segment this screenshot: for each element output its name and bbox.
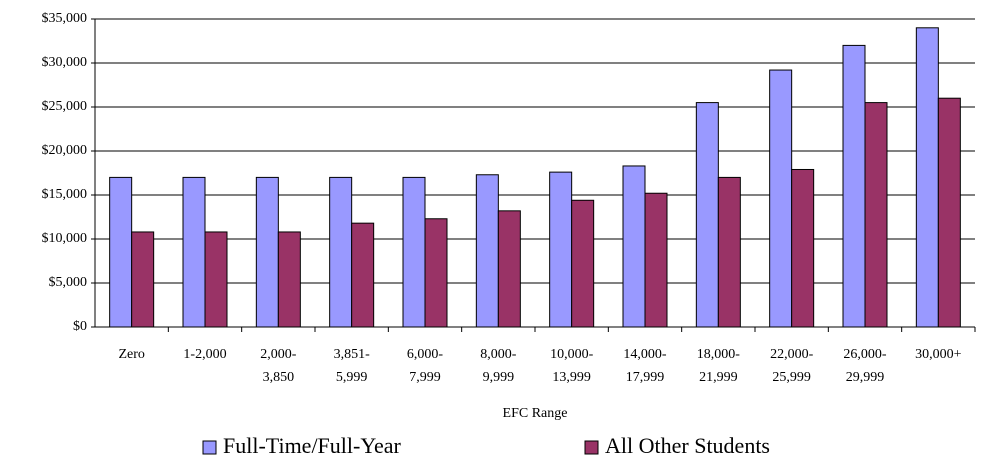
bar: [864, 102, 888, 328]
y-tick-label: $5,000: [49, 275, 88, 290]
y-tick-label: $0: [73, 319, 87, 334]
bar: [549, 171, 573, 328]
bar: [571, 199, 595, 328]
bar: [497, 210, 521, 328]
bar: [622, 165, 646, 328]
bar: [182, 176, 206, 328]
x-axis-title: EFC Range: [503, 406, 568, 421]
bar: [329, 176, 353, 328]
bar: [915, 27, 939, 328]
bar: [204, 231, 228, 328]
bar: [791, 168, 815, 328]
bar: [842, 44, 866, 328]
bar: [131, 231, 155, 328]
bar: [644, 192, 668, 328]
x-tick-label: 18,000-21,999: [697, 347, 741, 385]
x-tick-label: Zero: [118, 347, 144, 362]
legend-label: All Other Students: [605, 433, 770, 458]
bar: [255, 176, 279, 328]
bar: [475, 174, 499, 328]
bar: [424, 218, 448, 328]
x-tick-label: 8,000-9,999: [480, 347, 517, 385]
bar: [695, 102, 719, 328]
bar: [937, 97, 961, 328]
legend-swatch: [584, 440, 599, 455]
bar: [351, 222, 375, 328]
bar: [402, 176, 426, 328]
x-tick-label: 2,000-3,850: [260, 347, 297, 385]
x-tick-label: 26,000-29,999: [843, 347, 887, 385]
bar: [769, 69, 793, 328]
bar: [109, 176, 133, 328]
x-tick-label: 1-2,000: [183, 347, 226, 362]
y-tick-label: $25,000: [42, 99, 88, 114]
x-tick-label: 3,851-5,999: [334, 347, 371, 385]
x-tick-label: 14,000-17,999: [623, 347, 667, 385]
x-tick-label: 6,000-7,999: [407, 347, 444, 385]
bar: [717, 176, 741, 328]
x-tick-label: 30,000+: [915, 347, 962, 362]
legend-swatch: [202, 440, 217, 455]
y-tick-label: $10,000: [42, 231, 88, 246]
y-tick-label: $35,000: [42, 11, 88, 26]
legend-label: Full-Time/Full-Year: [223, 433, 402, 458]
x-tick-label: 22,000-25,999: [770, 347, 814, 385]
y-tick-label: $15,000: [42, 187, 88, 202]
y-tick-label: $30,000: [42, 55, 88, 70]
x-tick-label: 10,000-13,999: [550, 347, 594, 385]
y-tick-label: $20,000: [42, 143, 88, 158]
bar: [277, 231, 301, 328]
